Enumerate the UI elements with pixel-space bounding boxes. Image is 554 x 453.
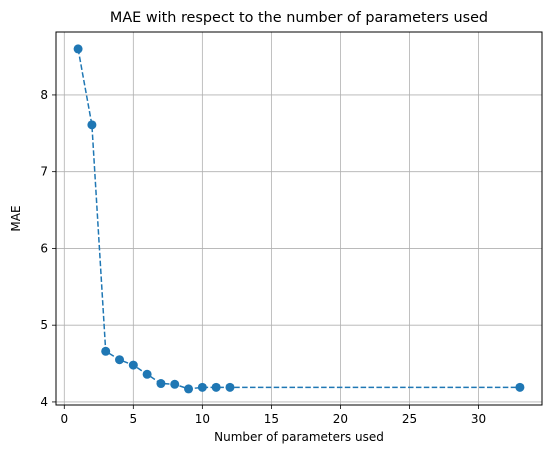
data-point: [115, 355, 125, 365]
data-point: [128, 360, 138, 370]
x-tick-label: 25: [402, 412, 417, 426]
y-tick-label: 8: [40, 88, 48, 102]
y-tick-label: 6: [40, 241, 48, 255]
data-point: [87, 120, 97, 130]
data-point: [101, 346, 111, 356]
data-point: [515, 382, 525, 392]
y-tick-label: 4: [40, 395, 48, 409]
x-tick-label: 0: [60, 412, 68, 426]
data-point: [211, 382, 221, 392]
y-tick-label: 5: [40, 318, 48, 332]
chart-title: MAE with respect to the number of parame…: [110, 10, 488, 26]
data-point: [197, 382, 207, 392]
y-tick-label: 7: [40, 165, 48, 179]
data-point: [170, 379, 180, 389]
ticks: 0 5 10 15 20 25 30 4 5 6 7 8: [40, 88, 486, 426]
data-point: [225, 382, 235, 392]
x-tick-label: 30: [471, 412, 486, 426]
data-point: [142, 369, 152, 379]
plot-frame: [55, 31, 543, 406]
data-point: [156, 379, 166, 389]
grid: [56, 32, 542, 405]
data-point: [73, 44, 83, 54]
x-tick-label: 20: [333, 412, 348, 426]
y-axis-label: MAE: [9, 205, 23, 231]
data-point: [184, 384, 194, 394]
x-tick-label: 15: [264, 412, 279, 426]
x-tick-label: 10: [195, 412, 210, 426]
x-tick-label: 5: [129, 412, 137, 426]
x-axis-label: Number of parameters used: [214, 430, 384, 444]
series-layer: [73, 44, 525, 394]
